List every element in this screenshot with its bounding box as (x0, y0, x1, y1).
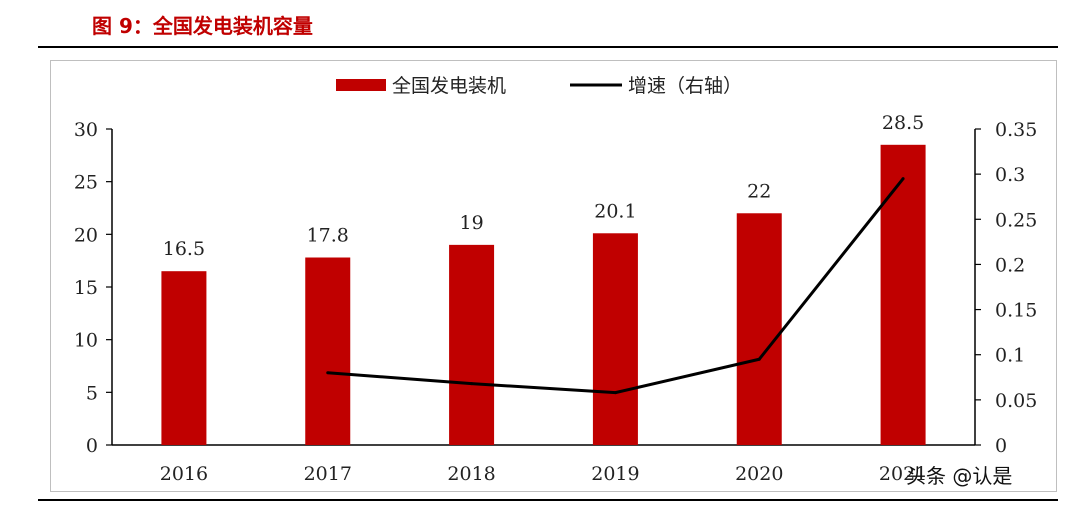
y-right-tick-label: 0.1 (995, 345, 1025, 367)
x-tick-label: 2019 (591, 463, 639, 485)
y-left-tick-label: 15 (74, 277, 98, 299)
y-right-tick-label: 0.15 (995, 300, 1037, 322)
chart-frame (50, 60, 1057, 492)
y-right-tick-label: 0.05 (995, 390, 1037, 412)
growth-point (613, 391, 617, 395)
bar-data-label: 20.1 (594, 200, 636, 222)
y-right-tick-label: 0.25 (995, 209, 1037, 231)
bar-data-label: 16.5 (163, 238, 205, 260)
bar-data-label: 19 (459, 212, 483, 234)
growth-point (757, 357, 761, 361)
x-tick-label: 2017 (304, 463, 352, 485)
chart-legend: 全国发电装机 增速（右轴） (336, 75, 742, 97)
y-right-tick-label: 0 (995, 435, 1007, 457)
bottom-rule (38, 499, 1058, 501)
bar (449, 244, 495, 445)
bar (305, 257, 351, 445)
chart-axes: 0 5 10 15 20 25 30 0 0.05 0.1 0.15 0.2 0.25 0.3 0.35 20… (74, 119, 1038, 485)
figure-title: 图 9：全国发电装机容量 (92, 14, 313, 38)
y-right-tick-label: 0.2 (995, 254, 1025, 276)
y-left-tick-label: 5 (86, 382, 98, 404)
growth-point (901, 177, 905, 181)
top-rule (38, 46, 1058, 48)
bar-data-label: 17.8 (307, 225, 349, 247)
x-tick-label: 2021 (879, 463, 927, 485)
x-tick-label: 2020 (735, 463, 783, 485)
x-tick-label: 2018 (447, 463, 495, 485)
watermark: 头条 @认是 (906, 464, 1013, 488)
y-left-tick-label: 30 (74, 119, 98, 141)
legend-label-line: 增速（右轴） (628, 75, 742, 97)
growth-point (326, 371, 330, 375)
bar-data-labels: 16.5 17.8 19 20.1 22 28.5 (163, 112, 924, 260)
y-left-tick-label: 25 (74, 172, 98, 194)
y-right-tick-label: 0.35 (995, 119, 1037, 141)
bar (880, 144, 926, 446)
bar (161, 271, 207, 445)
y-right-tick-label: 0.3 (995, 164, 1025, 186)
line-series (326, 177, 905, 395)
bar (592, 233, 638, 445)
bar-data-label: 22 (747, 180, 771, 202)
bar-series (161, 144, 926, 446)
bar-data-label: 28.5 (882, 112, 924, 134)
legend-swatch-bar (336, 79, 386, 91)
y-left-tick-label: 20 (74, 224, 98, 246)
bar (736, 213, 782, 445)
legend-label-bar: 全国发电装机 (392, 75, 506, 97)
growth-point (470, 382, 474, 386)
y-left-tick-label: 10 (74, 330, 98, 352)
y-left-tick-label: 0 (86, 435, 98, 457)
x-tick-label: 2016 (160, 463, 208, 485)
